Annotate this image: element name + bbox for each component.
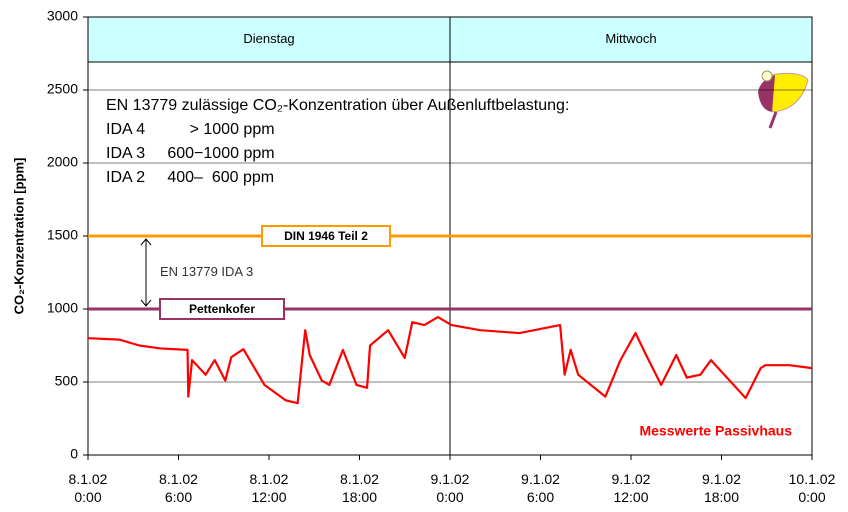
x-tick-label-line: 12:00 [613, 489, 648, 505]
annotation: IDA 3 600−1000 ppm [106, 145, 275, 162]
x-tick-label: 8.1.02 0:00 [69, 471, 108, 505]
logo [758, 70, 809, 129]
y-tick-label: 500 [55, 373, 79, 389]
y-tick-label: 1000 [47, 300, 78, 316]
range-label: EN 13779 IDA 3 [160, 264, 253, 279]
reference-label-box [159, 298, 285, 320]
x-tick-label: 8.1.02 18:00 [340, 471, 379, 505]
legend-label: Messwerte Passivhaus [639, 423, 792, 439]
arrow-head [140, 238, 152, 246]
arrow-head [140, 299, 152, 307]
x-tick-label: 9.1.02 12:00 [612, 471, 651, 505]
x-tick-label-line: 9.1.02 [702, 471, 741, 487]
x-tick-label: 9.1.02 18:00 [702, 471, 741, 505]
x-tick-label-line: 9.1.02 [521, 471, 560, 487]
x-tick-label-line: 8.1.02 [250, 471, 289, 487]
annotation: IDA 4 > 1000 ppm [106, 121, 275, 138]
reference-label: DIN 1946 Teil 2 [284, 229, 368, 243]
x-tick-label: 8.1.02 6:00 [159, 471, 198, 505]
annotation: EN 13779 zulässige CO₂-Konzentration übe… [106, 97, 569, 114]
x-tick-label-line: 10.1.02 [789, 471, 836, 487]
day-label: Mittwoch [605, 31, 656, 46]
x-tick-label-line: 0:00 [436, 489, 463, 505]
y-tick-label: 3000 [47, 8, 78, 24]
y-axis-label: CO₂-Konzentration [ppm] [11, 158, 26, 315]
x-tick-label-line: 18:00 [342, 489, 377, 505]
y-tick-label: 1500 [47, 227, 78, 243]
y-tick-label: 0 [70, 446, 78, 462]
x-tick-label: 9.1.02 0:00 [431, 471, 470, 505]
day-band [449, 16, 813, 63]
x-tick-label-line: 9.1.02 [612, 471, 651, 487]
x-tick-label-line: 0:00 [74, 489, 101, 505]
x-tick-label-line: 12:00 [251, 489, 286, 505]
reference-label-box [261, 225, 391, 247]
day-label: Dienstag [243, 31, 294, 46]
annotation: IDA 2 400– 600 ppm [106, 169, 274, 186]
x-tick-label-line: 8.1.02 [340, 471, 379, 487]
y-tick-label: 2500 [47, 81, 78, 97]
x-tick-label: 10.1.02 0:00 [789, 471, 836, 505]
x-tick-label-line: 0:00 [798, 489, 825, 505]
x-tick-label-line: 6:00 [527, 489, 554, 505]
x-tick-label-line: 18:00 [704, 489, 739, 505]
x-tick-label-line: 9.1.02 [431, 471, 470, 487]
series-line [87, 315, 813, 405]
x-tick-label-line: 6:00 [165, 489, 192, 505]
reference-label: Pettenkofer [189, 302, 255, 316]
y-tick-label: 2000 [47, 154, 78, 170]
x-tick-label-line: 8.1.02 [69, 471, 108, 487]
x-tick-label-line: 8.1.02 [159, 471, 198, 487]
x-tick-label: 9.1.02 6:00 [521, 471, 560, 505]
x-tick-label: 8.1.02 12:00 [250, 471, 289, 505]
day-band [87, 16, 451, 63]
